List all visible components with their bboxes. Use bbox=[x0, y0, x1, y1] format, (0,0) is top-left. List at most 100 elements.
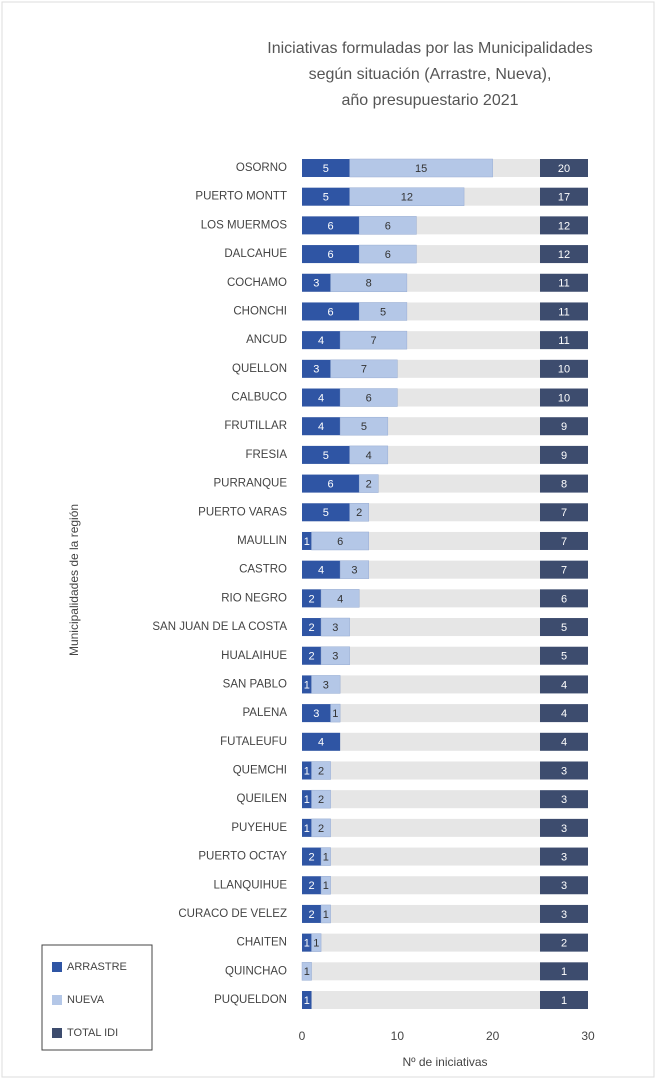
background-bar bbox=[302, 618, 540, 637]
bar-segment bbox=[301, 962, 312, 981]
data-label: 5 bbox=[323, 163, 329, 175]
total-label: 1 bbox=[561, 995, 567, 1007]
total-box bbox=[540, 302, 588, 321]
data-label: 3 bbox=[313, 364, 319, 376]
bar-segment bbox=[302, 991, 312, 1010]
bar-segment bbox=[311, 789, 331, 809]
data-label: 3 bbox=[332, 622, 338, 634]
background-bar bbox=[302, 991, 540, 1010]
total-box bbox=[540, 818, 588, 837]
y-tick-label: PUERTO OCTAY bbox=[198, 851, 287, 863]
total-label: 6 bbox=[561, 593, 567, 605]
data-label: 1 bbox=[304, 794, 310, 806]
bar-segment bbox=[330, 703, 341, 723]
background-bar bbox=[302, 675, 540, 694]
y-tick-label: PUERTO VARAS bbox=[198, 506, 287, 518]
background-bar bbox=[302, 847, 540, 866]
data-label: 5 bbox=[323, 192, 329, 204]
data-label: 5 bbox=[323, 507, 329, 519]
total-label: 20 bbox=[558, 163, 570, 175]
legend-swatch bbox=[52, 995, 62, 1005]
y-tick-label: PUERTO MONTT bbox=[195, 191, 287, 203]
data-label: 2 bbox=[356, 507, 362, 519]
total-box bbox=[540, 417, 588, 436]
x-tick-label: 20 bbox=[486, 1029, 500, 1043]
data-label: 1 bbox=[304, 938, 310, 950]
data-label: 3 bbox=[351, 565, 357, 577]
y-tick-label: PURRANQUE bbox=[214, 478, 288, 490]
bar-segment bbox=[349, 187, 465, 206]
data-label: 2 bbox=[308, 851, 314, 863]
total-box bbox=[540, 216, 588, 235]
total-box bbox=[540, 273, 588, 292]
bar-segment bbox=[339, 416, 389, 436]
bar-segment bbox=[302, 732, 341, 751]
total-label: 4 bbox=[561, 737, 567, 749]
total-box bbox=[540, 388, 588, 407]
total-box bbox=[540, 159, 588, 177]
total-box bbox=[540, 474, 588, 493]
total-label: 4 bbox=[561, 708, 567, 720]
legend-swatch bbox=[52, 962, 62, 972]
total-label: 10 bbox=[558, 364, 570, 376]
bar-segment bbox=[302, 302, 360, 321]
total-label: 3 bbox=[561, 909, 567, 921]
legend-label: ARRASTRE bbox=[67, 961, 127, 973]
y-tick-label: DALCAHUE bbox=[224, 248, 287, 260]
y-tick-label: QUEMCHI bbox=[233, 765, 287, 777]
bar-segment bbox=[302, 618, 322, 637]
bar-segment bbox=[302, 560, 341, 579]
bar-segment bbox=[330, 359, 398, 379]
y-tick-label: QUEILEN bbox=[237, 793, 288, 805]
data-label: 7 bbox=[370, 335, 376, 347]
total-box bbox=[540, 933, 588, 952]
y-axis-label: Municipalidades de la región bbox=[67, 504, 81, 656]
y-tick-label: HUALAIHUE bbox=[221, 650, 287, 662]
data-label: 1 bbox=[332, 708, 338, 720]
bar-segment bbox=[358, 216, 417, 235]
bar-segment bbox=[302, 531, 312, 550]
y-tick-label: RIO NEGRO bbox=[221, 592, 287, 604]
background-bar bbox=[302, 646, 540, 665]
total-label: 17 bbox=[558, 192, 570, 204]
data-label: 6 bbox=[366, 392, 372, 404]
data-label: 4 bbox=[318, 335, 324, 347]
total-box bbox=[540, 531, 588, 550]
y-tick-label: FUTALEUFU bbox=[220, 736, 287, 748]
data-label: 1 bbox=[304, 995, 310, 1007]
bar-segment bbox=[339, 330, 408, 350]
data-label: 6 bbox=[328, 478, 334, 490]
data-label: 3 bbox=[313, 278, 319, 290]
bar-segment bbox=[302, 445, 350, 464]
data-label: 3 bbox=[332, 651, 338, 663]
legend-swatch bbox=[52, 1028, 62, 1038]
data-label: 1 bbox=[304, 679, 310, 691]
total-box bbox=[540, 876, 588, 895]
y-tick-label: CHONCHI bbox=[233, 305, 287, 317]
total-label: 12 bbox=[558, 220, 570, 232]
total-label: 8 bbox=[561, 478, 567, 490]
total-label: 3 bbox=[561, 851, 567, 863]
total-label: 9 bbox=[561, 421, 567, 433]
bar-segment bbox=[320, 646, 350, 665]
x-tick-label: 30 bbox=[581, 1029, 595, 1043]
y-tick-label: ANCUD bbox=[246, 334, 287, 346]
bar-segment bbox=[302, 933, 312, 952]
data-label: 2 bbox=[308, 651, 314, 663]
data-label: 2 bbox=[318, 794, 324, 806]
y-tick-label: PUYEHUE bbox=[231, 822, 287, 834]
total-box bbox=[540, 646, 588, 665]
bar-segment bbox=[302, 646, 322, 665]
data-label: 7 bbox=[361, 364, 367, 376]
total-box bbox=[540, 675, 588, 694]
total-box bbox=[540, 962, 588, 981]
bar-segment bbox=[311, 818, 331, 838]
data-label: 1 bbox=[323, 909, 329, 921]
data-label: 5 bbox=[380, 306, 386, 318]
y-tick-label: CURACO DE VELEZ bbox=[178, 908, 287, 920]
total-box bbox=[540, 904, 588, 923]
background-bar bbox=[302, 904, 540, 923]
chart-title: Iniciativas formuladas por las Municipal… bbox=[267, 40, 593, 109]
bar-segment bbox=[349, 158, 493, 178]
total-box bbox=[540, 187, 588, 206]
